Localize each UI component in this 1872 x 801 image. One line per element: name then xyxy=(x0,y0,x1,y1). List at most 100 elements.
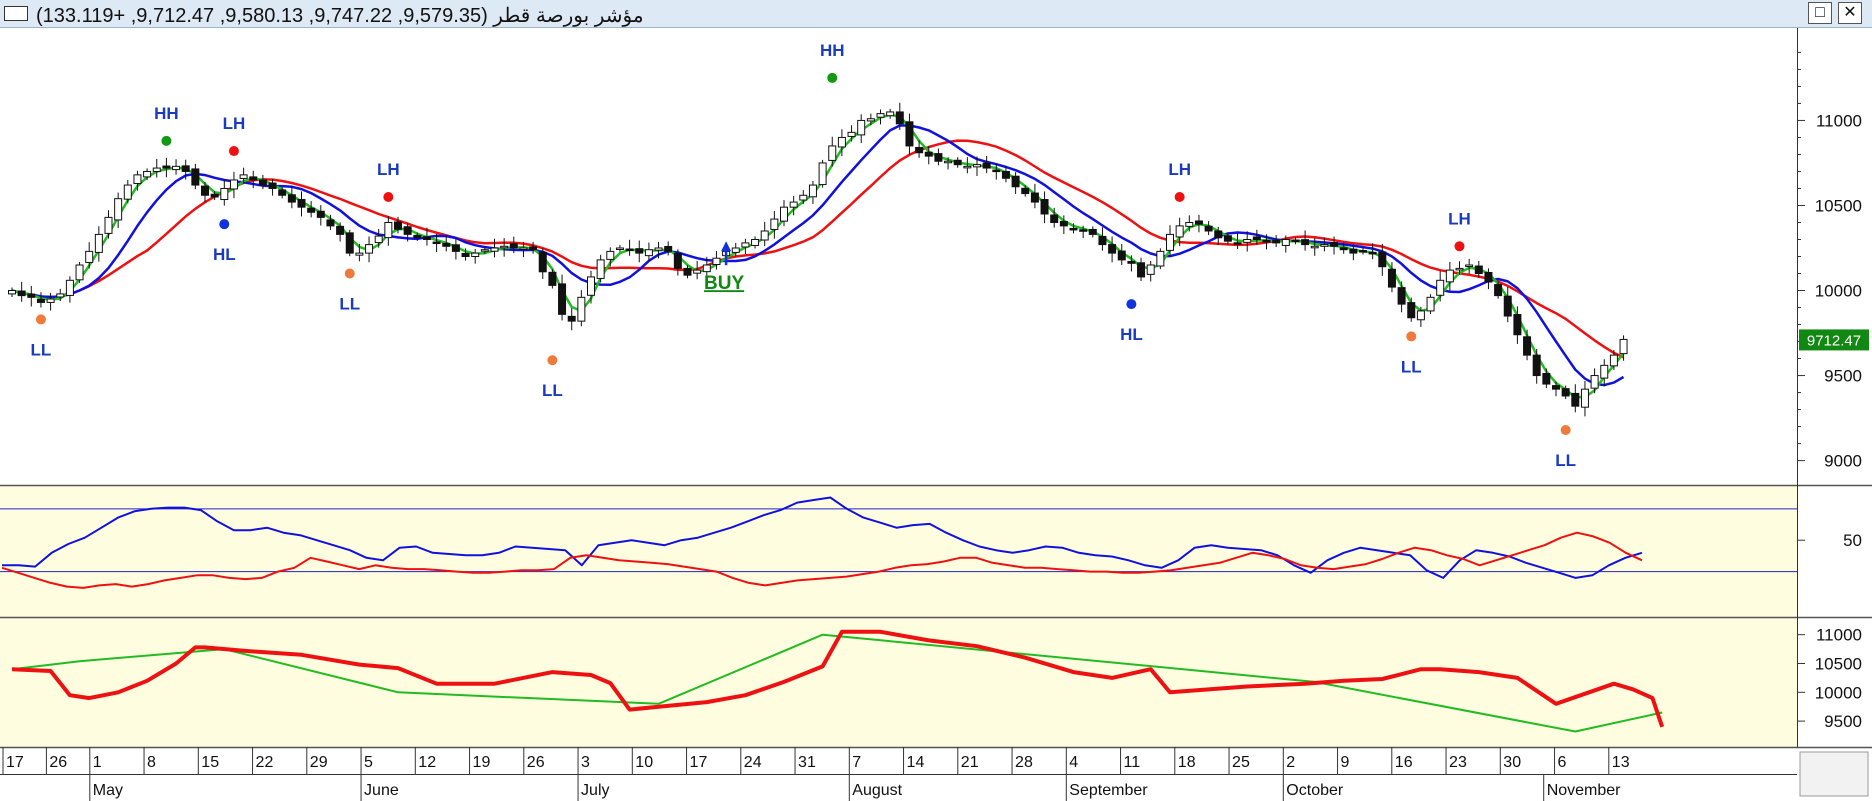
candle xyxy=(1513,306,1522,344)
candle-body-down xyxy=(1098,235,1107,246)
month-label: September xyxy=(1069,782,1148,799)
signal-label-hh: HH xyxy=(154,104,179,123)
candle-body-up xyxy=(56,293,65,298)
candle xyxy=(403,222,412,242)
candle xyxy=(384,216,393,246)
candle-body-down xyxy=(1494,284,1503,297)
price-y-tick-label: 11000 xyxy=(1816,111,1862,130)
candle xyxy=(1069,223,1078,234)
candle-body-down xyxy=(953,159,962,166)
candle xyxy=(1407,297,1416,322)
candle xyxy=(1590,368,1599,394)
candle-body-up xyxy=(818,162,827,186)
candle xyxy=(500,238,509,257)
day-tick-label: 5 xyxy=(364,754,373,771)
candle-body-down xyxy=(1349,248,1358,254)
signal-label-lh: LH xyxy=(223,114,246,133)
candle xyxy=(577,290,586,327)
day-tick-label: 9 xyxy=(1341,754,1350,771)
candle xyxy=(538,248,547,279)
candle xyxy=(558,274,567,321)
candle-body-up xyxy=(384,221,393,239)
signal-dot-ll xyxy=(547,355,558,366)
signal-dot-hl xyxy=(219,219,230,230)
candle xyxy=(1243,231,1252,252)
candle xyxy=(1619,335,1628,361)
candle-body-up xyxy=(480,249,489,252)
candle-body-down xyxy=(635,248,644,254)
candle xyxy=(1484,268,1493,290)
title-bar: مؤشر بورصة قطر (9,579.35, 9,747.22, 9,58… xyxy=(0,0,1872,28)
signal-dot-hl xyxy=(1126,299,1137,310)
candle xyxy=(1301,230,1310,251)
close-button[interactable]: ✕ xyxy=(1838,2,1862,24)
candle xyxy=(828,136,837,167)
candle-body-down xyxy=(1330,242,1339,247)
day-tick-label: 15 xyxy=(201,754,219,771)
candle-body-down xyxy=(1108,244,1117,254)
candle-body-up xyxy=(828,145,837,161)
candle-body-down xyxy=(1011,175,1020,188)
signal-dot-ll xyxy=(35,314,46,325)
candle-body-up xyxy=(46,298,55,303)
candle-body-down xyxy=(210,193,219,198)
candle-body-down xyxy=(1301,239,1310,246)
price-panel[interactable] xyxy=(0,28,1797,485)
oscillator-panel[interactable] xyxy=(0,486,1797,617)
candle-body-down xyxy=(461,252,470,257)
day-tick-label: 16 xyxy=(1395,754,1413,771)
candle-body-up xyxy=(114,198,123,221)
candle-body-up xyxy=(837,136,846,148)
candle xyxy=(664,241,673,256)
candle xyxy=(857,114,866,144)
candle xyxy=(905,113,914,156)
candle-body-up xyxy=(866,118,875,122)
candle xyxy=(944,157,953,170)
candle xyxy=(635,240,644,263)
candle xyxy=(1185,215,1194,232)
candle-body-down xyxy=(1194,220,1203,225)
candle xyxy=(596,254,605,283)
candle-body-up xyxy=(1156,250,1165,267)
candle xyxy=(1494,281,1503,299)
month-label: October xyxy=(1286,782,1344,799)
candle-body-up xyxy=(973,164,981,168)
candle-body-down xyxy=(1117,250,1126,261)
candle-body-up xyxy=(886,111,895,117)
candle xyxy=(268,178,277,196)
candle-body-down xyxy=(915,146,924,154)
candle xyxy=(982,155,991,174)
candle-body-up xyxy=(654,247,663,251)
candle-body-up xyxy=(152,167,161,172)
signal-dot-ll xyxy=(1406,331,1417,342)
candle-body-down xyxy=(258,179,267,186)
candle-body-down xyxy=(1233,242,1242,245)
candle-body-up xyxy=(963,165,972,169)
candle xyxy=(287,185,296,209)
candle xyxy=(1378,243,1387,276)
candle xyxy=(374,228,383,248)
candle xyxy=(471,249,480,264)
chart-canvas[interactable]: LL HH LH HL LH LL LL HH HL LH LL LH LL BUY 9000 9500 10… xyxy=(0,28,1872,801)
candle-body-down xyxy=(278,189,287,196)
candle xyxy=(27,285,36,307)
candle-body-down xyxy=(36,298,45,303)
candle xyxy=(1011,172,1020,194)
candle-body-down xyxy=(307,207,316,213)
signal-label-lh: LH xyxy=(377,160,400,179)
day-tick-label: 22 xyxy=(256,754,274,771)
day-tick-label: 12 xyxy=(418,754,436,771)
trend-panel[interactable] xyxy=(0,618,1797,747)
price-axis-area xyxy=(1797,28,1872,747)
candle-body-down xyxy=(1387,268,1396,288)
candle xyxy=(1252,229,1261,245)
buy-arrowhead-icon xyxy=(721,241,732,252)
candle-body-up xyxy=(123,184,132,200)
candle-body-down xyxy=(268,182,277,189)
restore-button[interactable]: □ xyxy=(1808,2,1832,24)
candle-body-up xyxy=(780,206,788,222)
candle-body-up xyxy=(770,218,779,230)
candle-body-up xyxy=(606,250,615,260)
candle-body-up xyxy=(741,242,750,248)
candle xyxy=(1233,233,1242,250)
